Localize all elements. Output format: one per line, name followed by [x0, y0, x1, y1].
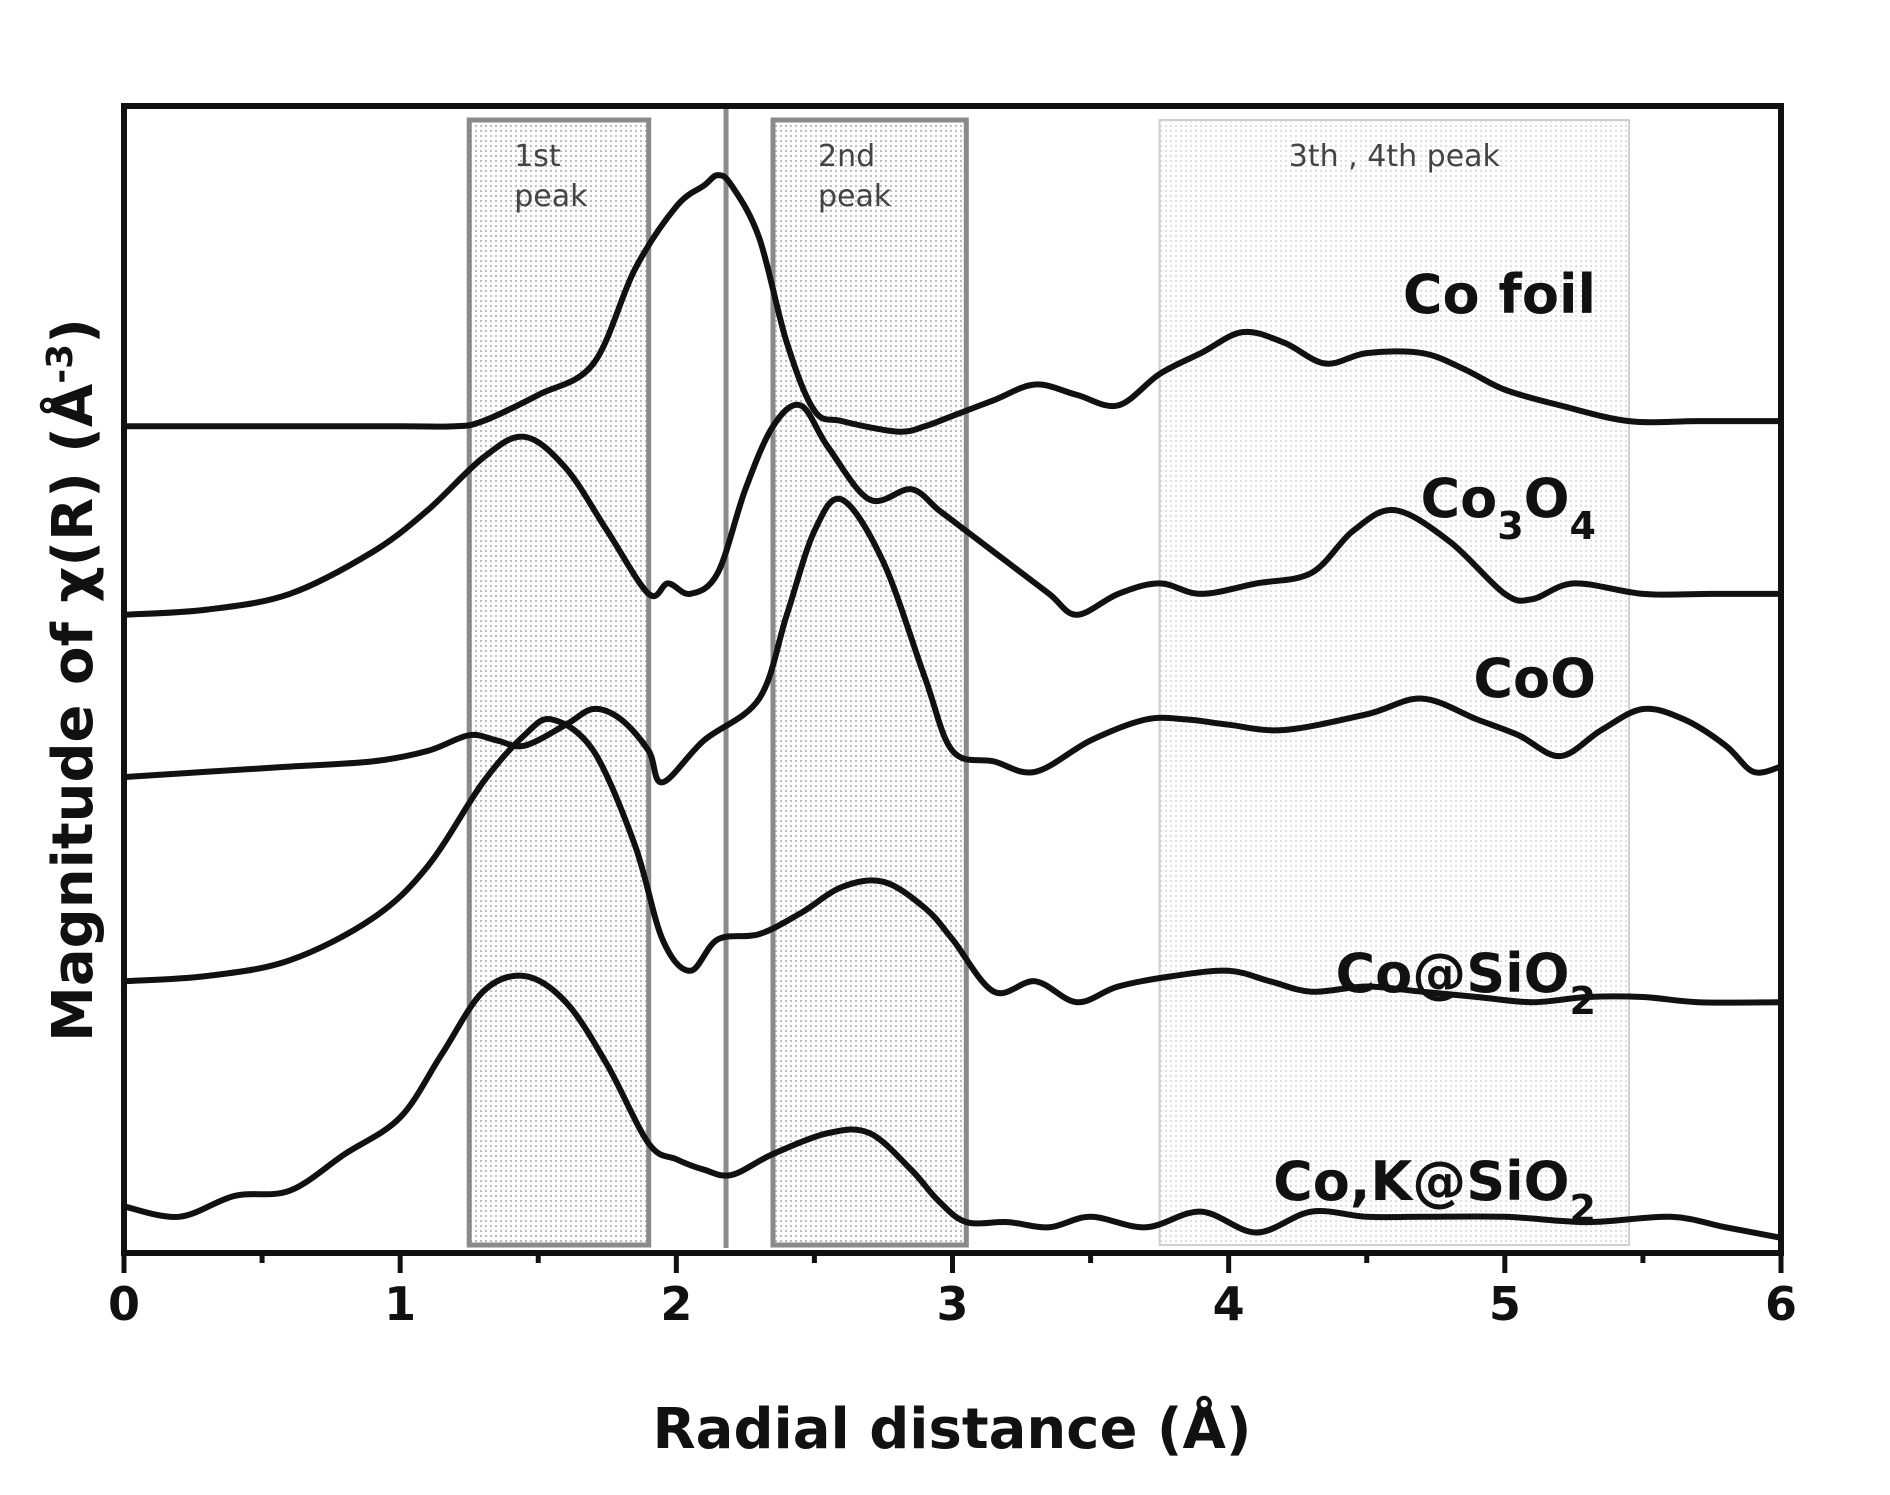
y-axis-title-main: Magnitude of χ(R) (Å — [40, 383, 106, 1042]
region-label-second-peak-line1: 2nd — [818, 139, 875, 174]
series-label-2: CoO — [1473, 647, 1596, 710]
region-label-third-fourth-peak-line1: 3th , 4th peak — [1289, 139, 1501, 174]
region-label-second-peak-line2: peak — [818, 179, 892, 214]
x-tick-label: 4 — [1213, 1277, 1245, 1331]
region-first-peak — [469, 120, 649, 1245]
x-tick-label: 0 — [108, 1277, 140, 1331]
series-label-part: Co foil — [1403, 263, 1596, 326]
x-tick-label: 6 — [1765, 1277, 1797, 1331]
series-label-part: 4 — [1570, 504, 1596, 548]
series-label-part: Co@SiO — [1336, 942, 1570, 1005]
y-axis-title-sup: -3 — [40, 344, 81, 384]
x-tick-label: 5 — [1489, 1277, 1521, 1331]
x-tick-label: 2 — [660, 1277, 692, 1331]
x-tick-label: 3 — [936, 1277, 968, 1331]
x-axis-ticks: 0 1 2 3 4 5 6 — [108, 1253, 1797, 1331]
series-label-part: 2 — [1570, 979, 1596, 1023]
region-label-first-peak-line2: peak — [514, 179, 588, 214]
series-label-part: 3 — [1497, 504, 1523, 548]
y-axis-title-end: ) — [41, 318, 106, 344]
x-tick-label: 1 — [384, 1277, 416, 1331]
series-label-part: O — [1524, 467, 1570, 530]
region-second-peak — [773, 120, 966, 1245]
series-label-part: Co,K@SiO — [1273, 1150, 1569, 1213]
series-label-part: CoO — [1473, 647, 1596, 710]
y-axis-title: Magnitude of χ(R) (Å-3) — [40, 318, 107, 1042]
series-label-0: Co foil — [1403, 263, 1596, 326]
series-label-part: Co — [1420, 467, 1497, 530]
x-axis-title: Radial distance (Å) — [653, 1396, 1252, 1462]
series-label-part: 2 — [1570, 1187, 1596, 1231]
region-label-first-peak-line1: 1st — [514, 139, 561, 174]
